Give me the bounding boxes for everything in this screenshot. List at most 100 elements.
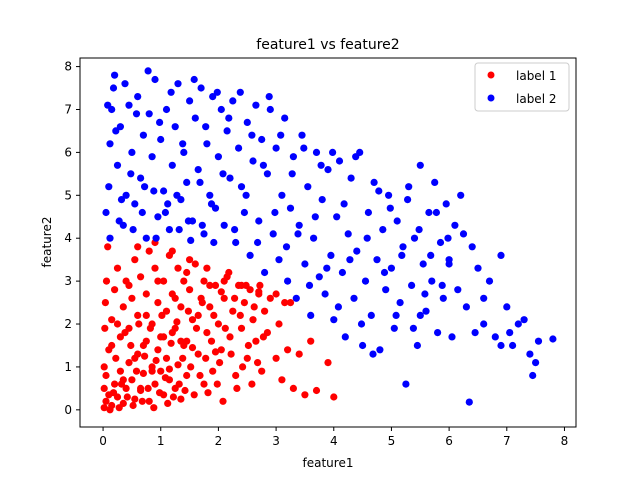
point-series-2-76 — [315, 273, 323, 281]
point-series-2-183 — [294, 230, 302, 238]
point-series-1-124 — [158, 311, 166, 319]
point-series-1-143 — [213, 380, 221, 388]
y-tick-label-0: 0 — [64, 403, 72, 417]
point-series-1-131 — [179, 354, 187, 362]
point-series-1-115 — [132, 367, 141, 375]
point-series-2-21 — [157, 135, 165, 144]
point-series-1-30 — [102, 371, 110, 380]
point-series-1-103 — [101, 299, 109, 307]
point-series-1-6 — [116, 367, 124, 375]
point-series-2-52 — [246, 251, 254, 259]
point-series-1-107 — [109, 389, 118, 397]
point-series-2-30 — [183, 178, 191, 186]
point-series-2-113 — [422, 307, 430, 315]
point-series-2-125 — [457, 191, 465, 199]
point-series-1-81 — [249, 316, 257, 324]
point-series-2-55 — [255, 217, 263, 225]
point-series-1-132 — [181, 386, 189, 395]
point-series-2-65 — [284, 277, 292, 285]
point-series-2-212 — [129, 226, 137, 234]
point-series-2-67 — [289, 153, 297, 161]
point-series-2-198 — [380, 268, 389, 277]
x-tick-label-4: 4 — [330, 434, 338, 448]
point-series-1-65 — [203, 329, 211, 337]
point-series-2-159 — [156, 118, 164, 126]
point-series-1-22 — [162, 354, 171, 362]
point-series-2-45 — [226, 174, 234, 182]
point-series-2-20 — [154, 213, 162, 221]
point-series-2-12 — [131, 200, 139, 208]
point-series-2-7 — [116, 123, 124, 131]
point-series-1-9 — [125, 359, 133, 367]
point-series-1-120 — [146, 324, 154, 332]
point-series-1-70 — [217, 346, 225, 354]
point-series-1-186 — [200, 380, 208, 388]
point-series-2-105 — [399, 243, 407, 251]
point-series-1-149 — [231, 294, 239, 302]
point-series-2-86 — [344, 230, 352, 238]
point-series-1-51 — [162, 307, 171, 315]
point-series-2-154 — [127, 170, 135, 178]
point-series-1-126 — [164, 399, 172, 407]
point-series-2-217 — [187, 236, 195, 244]
point-series-1-111 — [121, 329, 129, 337]
point-series-2-72 — [304, 183, 312, 191]
point-series-1-36 — [119, 303, 127, 311]
point-series-1-106 — [106, 406, 114, 414]
point-series-1-165 — [220, 277, 228, 285]
point-series-2-25 — [168, 161, 176, 169]
point-series-1-134 — [187, 363, 195, 371]
point-series-1-101 — [100, 363, 108, 371]
point-series-2-46 — [229, 97, 237, 105]
point-series-2-200 — [392, 311, 400, 319]
point-series-1-85 — [261, 307, 269, 315]
point-series-1-125 — [161, 374, 169, 382]
point-series-1-140 — [204, 389, 212, 397]
point-series-2-175 — [248, 131, 256, 139]
point-series-1-169 — [286, 299, 295, 307]
point-series-2-71 — [301, 260, 309, 268]
point-series-1-173 — [125, 281, 133, 289]
point-series-2-50 — [240, 208, 248, 217]
point-series-2-13 — [134, 93, 142, 101]
point-series-1-145 — [219, 397, 227, 405]
point-series-2-209 — [444, 234, 452, 242]
point-series-2-104 — [396, 299, 404, 307]
point-series-2-91 — [359, 341, 367, 350]
y-tick-label-6: 6 — [64, 145, 72, 159]
point-series-1-40 — [131, 256, 139, 264]
point-series-1-179 — [160, 333, 168, 341]
point-series-1-44 — [142, 290, 150, 298]
point-series-2-136 — [508, 341, 517, 350]
x-tick-label-5: 5 — [388, 434, 396, 448]
point-series-1-78 — [240, 299, 248, 307]
point-series-1-34 — [113, 264, 122, 272]
point-series-1-8 — [122, 384, 130, 392]
point-series-2-130 — [474, 264, 482, 272]
point-series-2-213 — [141, 183, 149, 191]
point-series-1-114 — [129, 401, 137, 410]
point-series-1-11 — [131, 395, 139, 403]
point-series-1-119 — [144, 384, 152, 392]
point-series-2-19 — [151, 75, 159, 84]
point-series-1-1 — [102, 397, 110, 405]
point-series-2-48 — [235, 144, 243, 152]
point-series-2-82 — [333, 213, 341, 221]
point-series-2-93 — [364, 208, 372, 217]
point-series-1-35 — [116, 333, 124, 341]
point-series-2-38 — [206, 191, 214, 199]
point-series-2-216 — [175, 226, 183, 234]
point-series-1-48 — [154, 299, 162, 307]
point-series-1-66 — [206, 303, 214, 311]
point-series-2-112 — [419, 260, 427, 268]
point-series-2-197 — [375, 187, 383, 195]
point-series-1-60 — [188, 316, 197, 324]
point-series-2-150 — [104, 101, 112, 109]
point-series-2-27 — [174, 80, 182, 88]
point-series-2-110 — [413, 341, 421, 350]
y-axis-ticks: 0 1 2 3 4 5 6 7 8 — [64, 60, 80, 417]
point-series-1-189 — [217, 288, 225, 296]
point-series-2-129 — [471, 329, 479, 337]
point-series-2-185 — [305, 281, 314, 289]
point-series-1-182 — [177, 337, 185, 345]
